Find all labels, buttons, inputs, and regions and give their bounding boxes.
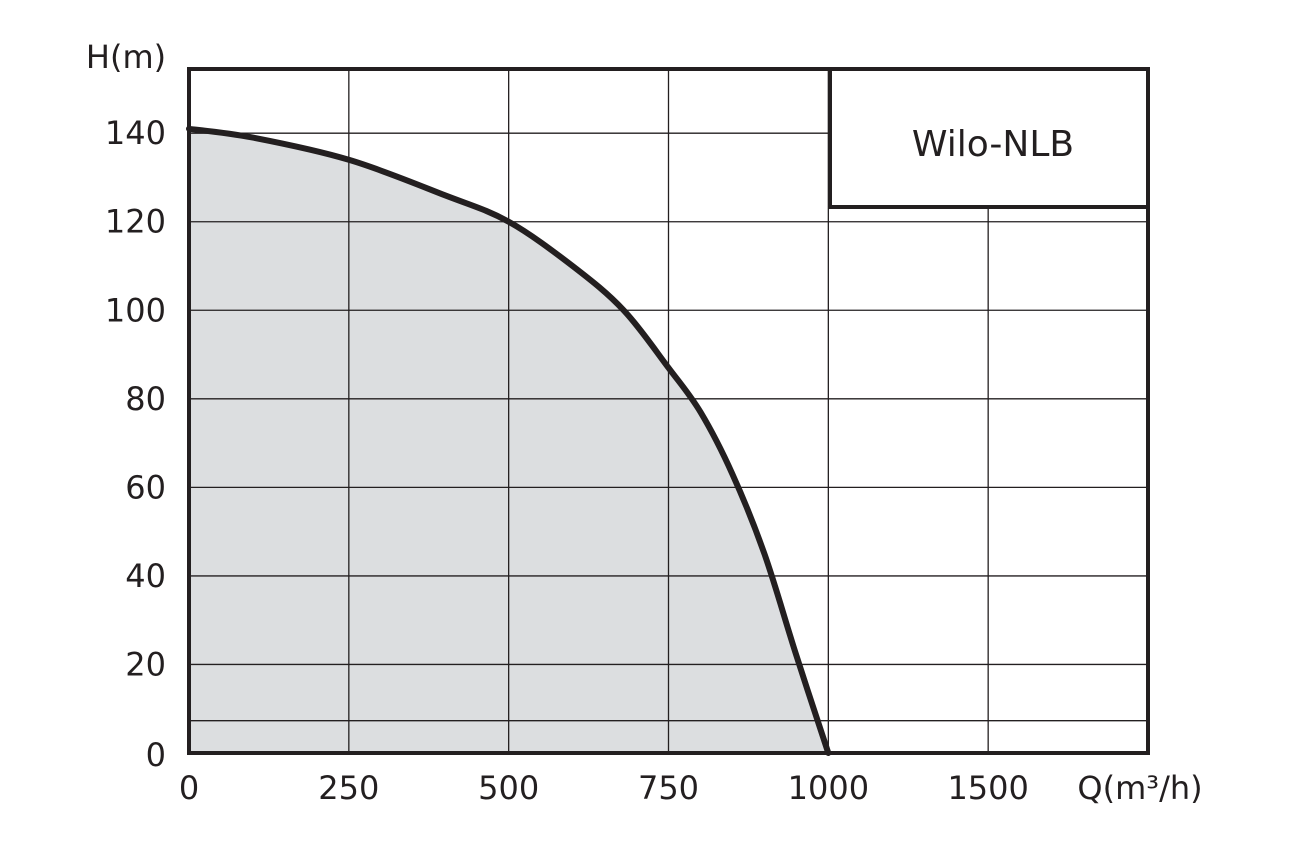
plot-border [187,67,1150,755]
x-tick-label: 250 [318,769,379,807]
performance-curve-layer [186,125,832,756]
x-tick-label: 0 [179,769,199,807]
plot-frame [187,67,1150,755]
x-tick-label: 750 [638,769,699,807]
legend-box [828,67,1150,209]
y-tick-label: 140 [105,114,166,152]
y-tick-label: 20 [125,645,166,683]
y-tick-label: 40 [125,557,166,595]
y-tick-label: 80 [125,380,166,418]
legend-label: Wilo-NLB [912,124,1074,165]
tick-labels: 0 20 40 60 80 100 120 140 0 250 500 750 1000 1500 [105,114,1029,807]
y-tick-label: 0 [146,736,166,774]
performance-curve [186,125,832,756]
y-tick-label: 120 [105,203,166,241]
y-axis-title: H(m) [86,38,166,76]
y-tick-label: 60 [125,468,166,506]
x-axis-title: Q(m³/h) [1077,769,1202,807]
legend: Wilo-NLB [828,67,1150,209]
x-tick-label: 1500 [947,769,1028,807]
y-tick-label: 100 [105,291,166,329]
x-tick-label: 1000 [788,769,869,807]
x-tick-label: 500 [478,769,539,807]
